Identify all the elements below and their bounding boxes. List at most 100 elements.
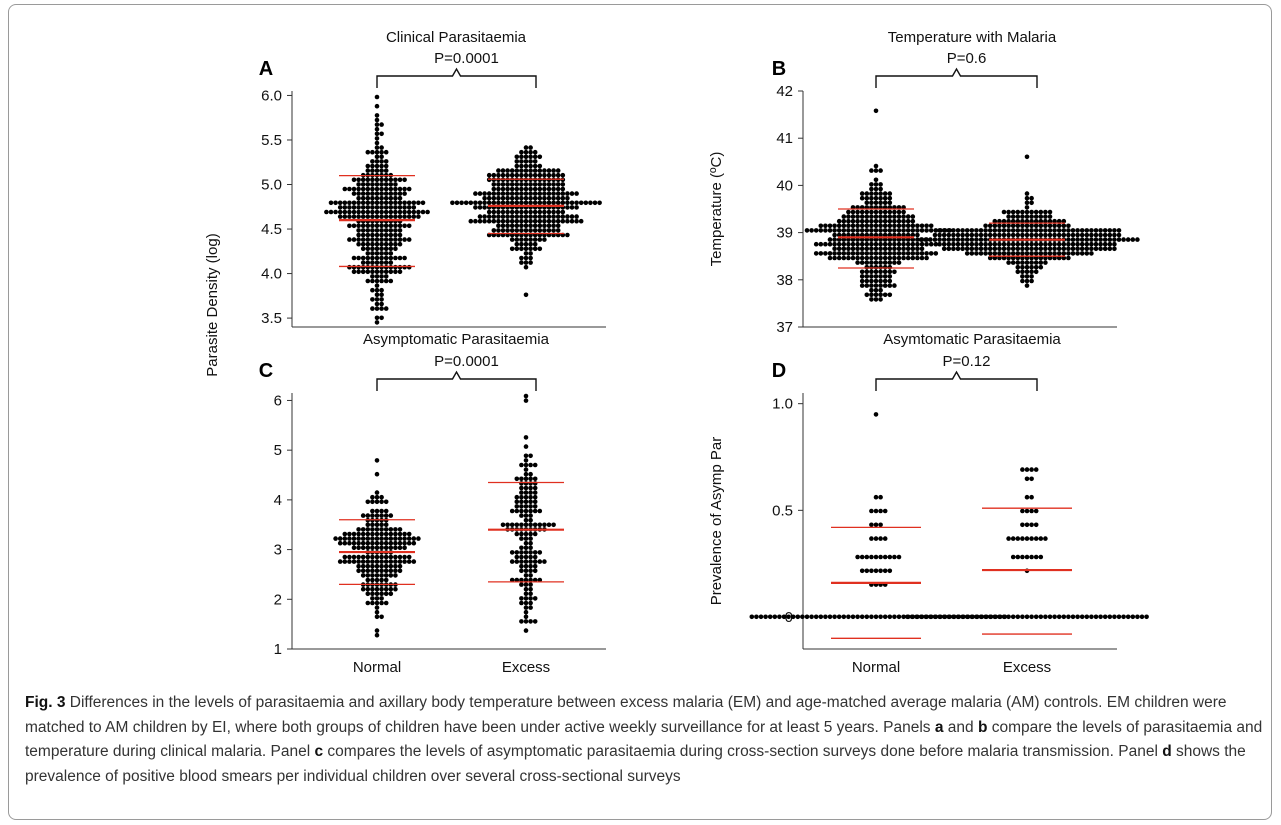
panel-b-point (864, 232, 870, 238)
panel-a-y-tick-label: 4.0 (261, 266, 282, 283)
panel-b-point (859, 191, 865, 196)
panel-b-point (878, 287, 883, 293)
panel-b-point (924, 223, 929, 229)
panel-d-point (841, 614, 847, 620)
panel-d-letter: D (772, 360, 786, 382)
panel-d-point (1029, 508, 1034, 514)
panel-a-point (528, 186, 533, 192)
panel-a-point (519, 214, 524, 219)
panel-b-point (1112, 241, 1117, 247)
panel-b-point (864, 214, 870, 219)
panel-d-point (1006, 536, 1011, 541)
panel-a-point (356, 205, 361, 210)
panel-b-point (859, 251, 865, 256)
panel-b-point (1033, 269, 1039, 275)
panel-a-point (519, 168, 524, 173)
panel-a-point (551, 209, 556, 215)
panel-c-point (532, 494, 538, 500)
panel-b-point (855, 228, 860, 233)
panel-c-point (360, 540, 366, 546)
panel-c-point (523, 550, 529, 555)
panel-b-point (1006, 214, 1011, 219)
panel-d-point (869, 554, 874, 560)
panel-d-point (859, 568, 865, 574)
panel-a-point (482, 205, 487, 210)
panel-d-point (878, 522, 883, 528)
panel-a-point (360, 228, 366, 233)
panel-c-point (374, 554, 380, 560)
panel-c-point (519, 485, 524, 491)
panel-a-point (374, 306, 380, 311)
panel-a-point (532, 168, 538, 173)
panel-a-point (379, 260, 384, 265)
panel-b-point (878, 260, 883, 265)
panel-c-point (379, 499, 384, 505)
panel-a-point (397, 255, 403, 261)
panel-d-point (983, 614, 988, 620)
panel-b-point (882, 283, 888, 288)
panel-b-point (864, 251, 870, 256)
panel-c-point (383, 577, 389, 583)
panel-c-point (351, 531, 357, 537)
panel-b-point (832, 246, 837, 252)
panel-b-point (846, 251, 851, 256)
panel-b-point (869, 200, 874, 206)
panel-a-point (383, 214, 389, 219)
panel-b-point (960, 232, 965, 238)
panel-c-point (523, 444, 529, 449)
panel-a-point (379, 232, 384, 238)
panel-a-point (551, 223, 556, 229)
panel-a-point (347, 205, 352, 210)
panel-b-point (1107, 232, 1113, 238)
panel-b-point (1038, 241, 1044, 247)
panel-b-point (1001, 251, 1007, 256)
panel-b-point (978, 237, 984, 242)
panel-b-point (1010, 232, 1016, 238)
panel-a-point (588, 200, 593, 206)
panel-c-point (383, 536, 389, 541)
panel-d-point (809, 614, 814, 620)
panel-a-point (500, 218, 506, 224)
panel-b-point (896, 241, 902, 247)
panel-a-point (411, 209, 417, 215)
panel-c-point (397, 568, 403, 574)
panel-a-point (523, 200, 529, 206)
panel-b-point (960, 228, 965, 233)
panel-b-y-tick-label: 37 (776, 319, 793, 336)
panel-b-point (933, 228, 939, 233)
panel-a-point (546, 209, 552, 215)
panel-b-point (887, 209, 893, 215)
panel-a-point (379, 246, 384, 252)
panel-a-point (537, 168, 543, 173)
panel-a-point (379, 209, 384, 215)
panel-a-point (388, 278, 394, 284)
panel-a-point (365, 246, 371, 252)
panel-c-point (388, 591, 394, 597)
panel-b-point (823, 223, 828, 229)
panel-b-point (1029, 260, 1034, 265)
panel-b-point (1112, 237, 1117, 242)
panel-a-point (365, 260, 371, 265)
panel-b-point (1010, 241, 1016, 247)
panel-a-point (523, 246, 529, 252)
panel-c-point (523, 573, 529, 578)
panel-b-point (1066, 228, 1071, 233)
panel-b-point (864, 274, 870, 279)
panel-c-point (519, 559, 524, 564)
panel-c-point (365, 522, 371, 528)
panel-c-point (374, 522, 380, 528)
panel-c-point (365, 577, 371, 583)
panel-d-point (1029, 554, 1034, 560)
panel-d-point (1015, 536, 1021, 541)
panel-b-point (878, 182, 883, 187)
panel-d-point (1033, 536, 1039, 541)
panel-a-point (555, 186, 561, 192)
panel-c-point (360, 573, 366, 578)
panel-c-point (406, 554, 412, 560)
panel-a-point (523, 149, 529, 155)
panel-a-point (356, 195, 361, 201)
panel-a-point (528, 168, 533, 173)
panel-a-point (365, 237, 371, 242)
panel-a-point (379, 195, 384, 201)
panel-c-point (523, 393, 529, 399)
